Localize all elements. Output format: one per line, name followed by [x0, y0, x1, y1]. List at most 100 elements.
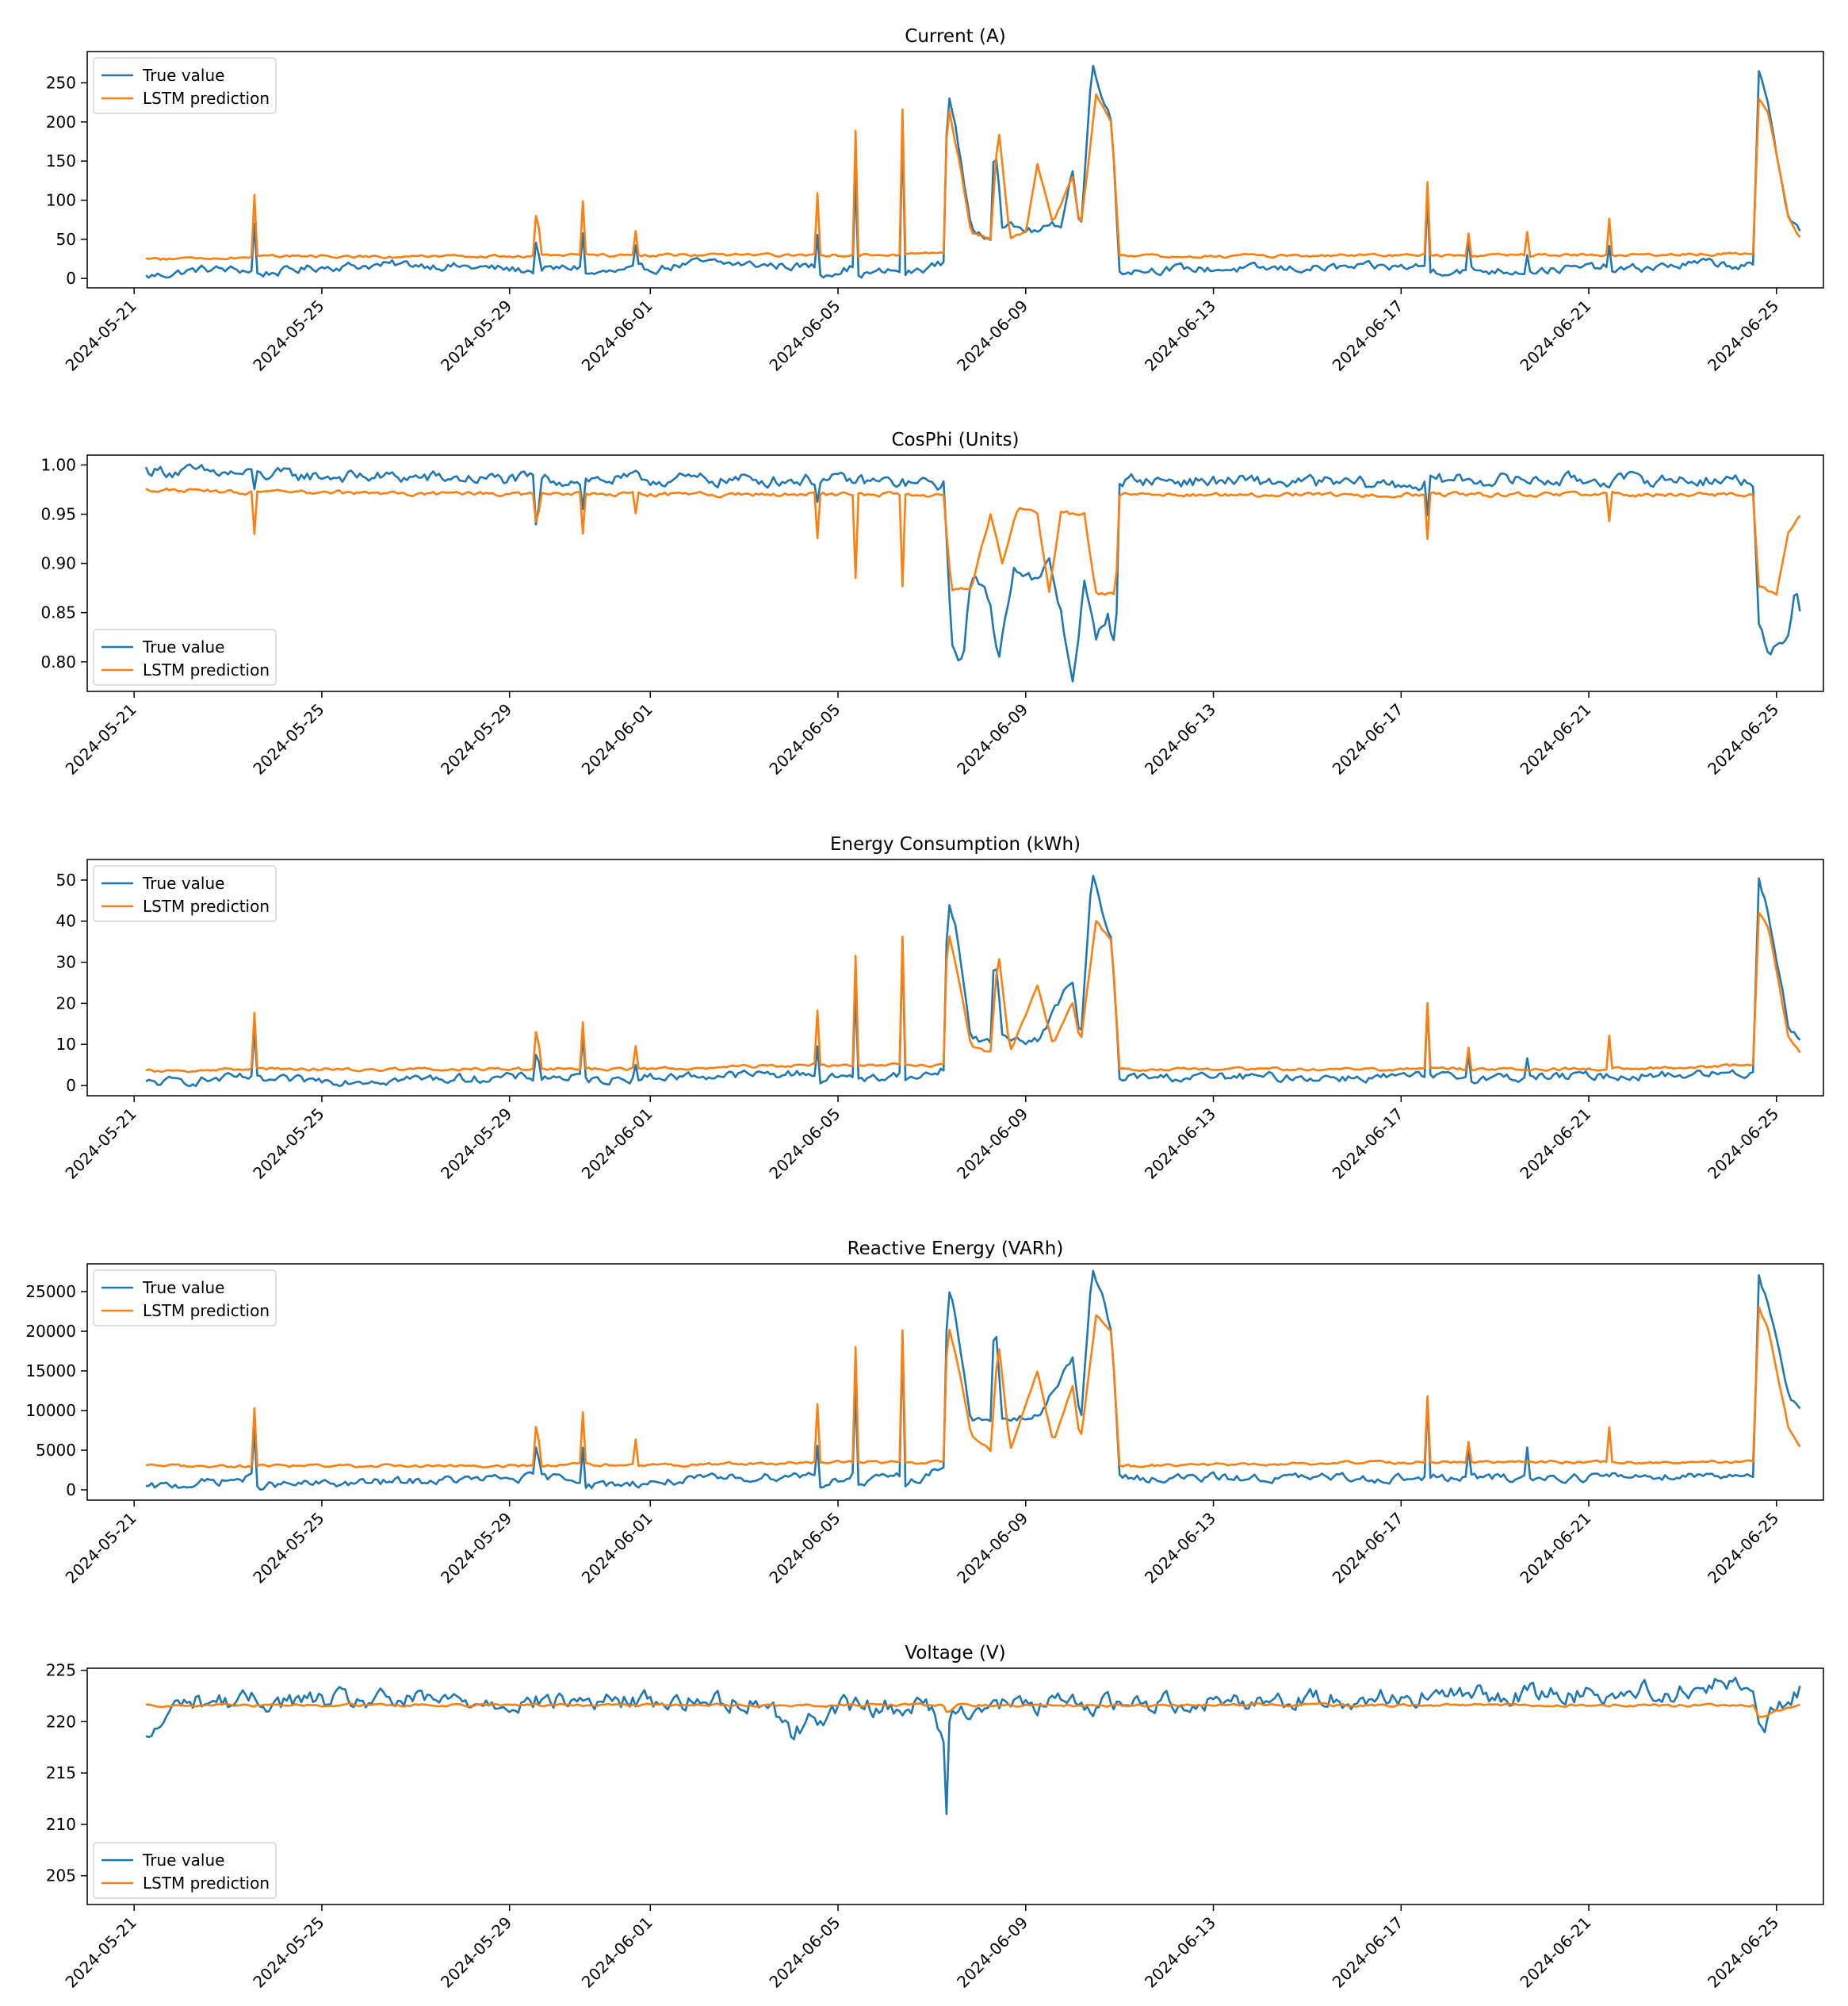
y-tick-label: 0.90: [40, 554, 76, 573]
y-tick-label: 25000: [25, 1282, 76, 1301]
y-tick-label: 10000: [25, 1401, 76, 1420]
x-tick-label: 2024-05-29: [437, 700, 515, 779]
legend-box: [93, 629, 277, 686]
x-tick-label: 2024-06-01: [578, 700, 656, 779]
chart-title: Current (A): [905, 26, 1005, 47]
chart-panel-2: CosPhi (Units) 0.80 0.85 0.90 0.95 1.00 2024-0…: [40, 430, 1824, 779]
x-tick-label: 2024-05-25: [249, 700, 327, 779]
x-tick-label: 2024-05-25: [249, 1104, 327, 1183]
x-tick-label: 2024-06-13: [1141, 297, 1219, 375]
x-tick-label: 2024-06-17: [1329, 1509, 1407, 1587]
series-line-true-value: [146, 1269, 1801, 1491]
x-tick-label: 2024-06-17: [1329, 1104, 1407, 1183]
chart-title: CosPhi (Units): [891, 430, 1019, 450]
series-line-lstm-prediction: [145, 487, 1801, 596]
x-tick-label: 2024-05-29: [437, 297, 515, 375]
axes-frame: [86, 1263, 1824, 1501]
x-tick-label: 2024-06-25: [1704, 297, 1782, 375]
x-tick-label: 2024-06-05: [765, 700, 844, 779]
y-tick-label: 150: [46, 151, 76, 170]
legend-label: True value: [142, 637, 224, 657]
x-tick-label: 2024-06-01: [578, 1913, 656, 1992]
y-tick-label: 0: [66, 1480, 76, 1499]
x-tick-label: 2024-05-21: [62, 1104, 140, 1183]
series-lines: [145, 1676, 1801, 1816]
legend-label: True value: [142, 66, 224, 85]
y-tick-label: 205: [46, 1866, 76, 1885]
y-tick-label: 40: [56, 912, 76, 931]
x-tick-label: 2024-06-01: [578, 1509, 656, 1587]
legend-label: LSTM prediction: [143, 897, 270, 916]
series-lines: [145, 1269, 1801, 1491]
legend: True value LSTM prediction: [93, 865, 277, 922]
x-tick-label: 2024-05-25: [249, 1509, 327, 1587]
y-tick-label: 100: [46, 190, 76, 209]
x-tick-label: 2024-06-09: [953, 1509, 1031, 1587]
x-tick-label: 2024-06-21: [1516, 700, 1594, 779]
chart-panel-5: Voltage (V) 205 210 215 220 225 2024-05-21 2024…: [46, 1643, 1824, 1992]
series-line-true-value: [145, 64, 1801, 279]
x-tick-label: 2024-06-21: [1516, 1509, 1594, 1587]
axes-frame: [86, 51, 1824, 289]
x-tick-label: 2024-06-05: [765, 1509, 844, 1587]
chart-title: Reactive Energy (VARh): [847, 1238, 1064, 1259]
legend: True value LSTM prediction: [93, 57, 277, 114]
x-tick-label: 2024-06-13: [1141, 1913, 1219, 1992]
legend-label: LSTM prediction: [143, 660, 270, 680]
y-tick-label: 0: [66, 269, 76, 288]
chart-panel-3: Energy Consumption (kWh) 0 10 20 30 40 50 2024-…: [56, 834, 1824, 1183]
x-tick-label: 2024-06-17: [1329, 700, 1407, 779]
series-lines: [145, 64, 1801, 279]
y-tick-label: 15000: [25, 1361, 76, 1380]
series-line-lstm-prediction: [145, 93, 1801, 261]
x-tick-label: 2024-06-21: [1516, 1104, 1594, 1183]
x-tick-label: 2024-06-21: [1516, 297, 1594, 375]
x-tick-label: 2024-06-01: [578, 1104, 656, 1183]
y-tick-label: 5000: [36, 1441, 76, 1460]
x-tick-label: 2024-06-25: [1704, 1104, 1782, 1183]
x-tick-label: 2024-06-21: [1516, 1913, 1594, 1992]
legend-label: LSTM prediction: [143, 89, 270, 108]
legend-box: [93, 57, 277, 114]
y-tick-label: 10: [56, 1035, 76, 1054]
series-line-lstm-prediction: [145, 1702, 1800, 1718]
x-tick-label: 2024-05-25: [249, 1913, 327, 1992]
x-tick-label: 2024-06-09: [953, 700, 1031, 779]
x-tick-label: 2024-06-09: [953, 1913, 1031, 1992]
y-tick-label: 250: [46, 73, 76, 92]
y-tick-label: 50: [56, 230, 76, 249]
x-tick-label: 2024-06-13: [1141, 700, 1219, 779]
axes-frame: [86, 1667, 1824, 1905]
x-tick-label: 2024-06-05: [765, 1104, 844, 1183]
chart-title: Voltage (V): [905, 1643, 1005, 1663]
x-tick-label: 2024-06-17: [1329, 1913, 1407, 1992]
x-tick-label: 2024-05-29: [437, 1104, 515, 1183]
axes-frame: [86, 859, 1824, 1097]
x-tick-label: 2024-06-05: [765, 1913, 844, 1992]
legend-label: LSTM prediction: [143, 1301, 270, 1320]
y-tick-label: 20: [56, 993, 76, 1013]
chart-panel-1: Current (A) 0 50 100 150 200 250 2024-05-21 2024…: [46, 26, 1824, 375]
series-line-lstm-prediction: [145, 911, 1801, 1074]
y-tick-label: 0.80: [40, 653, 76, 672]
y-tick-label: 20000: [25, 1322, 76, 1341]
x-tick-label: 2024-05-21: [62, 1509, 140, 1587]
y-tick-label: 50: [56, 871, 76, 890]
x-tick-label: 2024-05-29: [437, 1913, 515, 1992]
y-tick-label: 220: [46, 1712, 76, 1731]
x-tick-label: 2024-06-25: [1704, 1913, 1782, 1992]
x-tick-label: 2024-06-01: [578, 297, 656, 375]
y-tick-label: 30: [56, 953, 76, 972]
legend-box: [93, 1842, 277, 1899]
x-tick-label: 2024-05-21: [62, 297, 140, 375]
x-tick-label: 2024-06-13: [1141, 1104, 1219, 1183]
x-tick-label: 2024-06-25: [1704, 1509, 1782, 1587]
x-tick-label: 2024-05-21: [62, 700, 140, 779]
x-tick-label: 2024-06-09: [953, 297, 1031, 375]
x-tick-label: 2024-06-09: [953, 1104, 1031, 1183]
chart-panel-4: Reactive Energy (VARh) 0 5000 10000 15000 200…: [25, 1238, 1824, 1587]
legend-label: LSTM prediction: [143, 1874, 270, 1893]
y-tick-label: 225: [46, 1661, 76, 1680]
x-tick-label: 2024-05-21: [62, 1913, 140, 1992]
